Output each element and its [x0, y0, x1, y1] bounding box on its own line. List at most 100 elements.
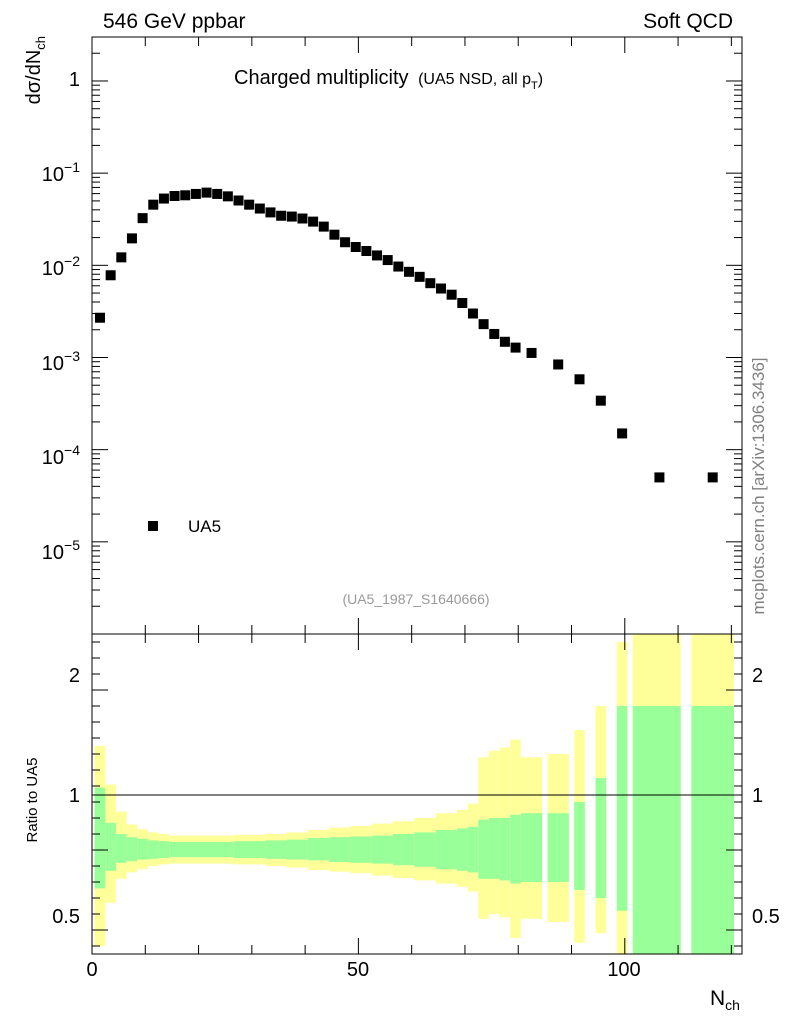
data-point-6 [158, 193, 169, 204]
ratio-inner-band-19 [467, 826, 479, 873]
data-point-11 [212, 188, 223, 199]
ratio-y-axis-label: Ratio to UA5 [24, 757, 41, 842]
data-point-26 [372, 250, 383, 261]
x-axis-label: Nch [710, 987, 740, 1013]
ratio-inner-band-14 [371, 835, 394, 864]
data-point-45 [654, 472, 665, 483]
data-point-17 [276, 210, 287, 221]
y-tick-label-1e-2: 10−2 [42, 253, 80, 280]
ratio-y-tick-labels-left: 2 1 0.5 [52, 665, 80, 928]
header-right-label: Soft QCD [643, 10, 733, 33]
data-point-7 [169, 191, 180, 202]
data-point-9 [190, 188, 201, 199]
data-point-42 [574, 374, 585, 385]
data-point-33 [446, 289, 457, 300]
side-credit: mcplots.cern.ch [arXiv:1306.3436] [749, 357, 768, 614]
analysis-id: (UA5_1987_S1640666) [342, 591, 489, 607]
ratio-inner-band-21 [488, 818, 500, 879]
plot-title-sub-suffix: ) [538, 71, 543, 88]
data-point-40 [526, 347, 537, 358]
ratio-y-tick-labels-right: 2 1 0.5 [752, 665, 780, 928]
data-point-0 [94, 312, 105, 323]
ratio-inner-band-17 [435, 830, 457, 870]
ratio-tick-right-2: 2 [752, 665, 763, 687]
data-point-22 [329, 229, 340, 240]
data-point-41 [553, 359, 564, 370]
legend-label: UA5 [188, 517, 221, 536]
ratio-plot-frame [91, 633, 743, 955]
data-point-28 [393, 261, 404, 272]
data-point-34 [457, 298, 468, 309]
data-point-16 [265, 207, 276, 218]
plot-title-main: Charged multiplicity [234, 67, 409, 89]
top-y-label-main: dσ/dN [23, 50, 45, 105]
ratio-inner-band-2 [115, 834, 127, 863]
data-point-15 [254, 203, 265, 214]
plot-title-sub: (UA5 NSD, all p [418, 71, 531, 88]
x-tick-label-100: 100 [607, 959, 640, 981]
ratio-inner-band-6 [158, 841, 170, 858]
ratio-inner-band-26 [574, 802, 585, 890]
ratio-tick-left-05: 0.5 [52, 906, 80, 928]
ratio-inner-band-23 [510, 814, 521, 884]
ratio-inner-band-30 [691, 706, 735, 954]
legend-marker [148, 521, 158, 531]
ratio-inner-band-3 [126, 837, 138, 862]
ratio-inner-band-16 [414, 832, 436, 867]
data-point-8 [180, 190, 191, 201]
ratio-inner-band-28 [616, 706, 628, 911]
ratio-inner-band-8 [233, 841, 266, 858]
data-point-43 [595, 395, 606, 406]
ratio-tick-right-05: 0.5 [752, 906, 780, 928]
y-tick-label-1e-3: 10−3 [42, 348, 80, 375]
y-tick-label-1e-4: 10−4 [42, 442, 80, 469]
ratio-inner-band-29 [632, 706, 681, 954]
ratio-inner-band-9 [265, 840, 287, 859]
x-tick-labels: 0 50 100 [86, 959, 640, 981]
data-point-3 [126, 233, 137, 244]
x-label-main: N [710, 987, 725, 1010]
data-point-19 [297, 213, 308, 224]
data-point-37 [489, 328, 500, 339]
data-point-30 [414, 271, 425, 282]
ratio-inner-band-12 [329, 837, 351, 862]
data-point-21 [318, 221, 329, 232]
data-point-18 [286, 211, 297, 222]
data-point-12 [222, 191, 233, 202]
ratio-inner-band-11 [307, 838, 330, 861]
top-plot-frame [91, 36, 743, 635]
ratio-inner-band-18 [456, 828, 468, 871]
data-point-29 [404, 266, 415, 277]
y-tick-label-1: 1 [69, 69, 80, 91]
ratio-band-group [94, 634, 735, 954]
x-tick-label-0: 0 [86, 959, 97, 981]
data-point-1 [105, 270, 116, 281]
data-point-25 [361, 246, 372, 257]
data-point-4 [137, 213, 148, 224]
data-point-2 [116, 252, 127, 263]
ratio-inner-band-27 [595, 778, 607, 898]
ratio-inner-band-13 [350, 836, 372, 863]
data-point-13 [233, 195, 244, 206]
data-point-44 [617, 428, 628, 439]
ratio-inner-band-24 [520, 813, 543, 882]
header-left-label: 546 GeV ppbar [103, 10, 245, 33]
data-point-10 [201, 187, 212, 198]
data-point-group [94, 187, 718, 483]
ratio-tick-left-1: 1 [69, 785, 80, 807]
ratio-tick-left-2: 2 [69, 665, 80, 687]
ratio-inner-band-25 [547, 813, 569, 882]
top-y-label-sub: ch [33, 36, 48, 50]
data-point-39 [510, 342, 521, 353]
ratio-inner-band-7 [169, 842, 234, 858]
ratio-inner-band-22 [499, 818, 511, 881]
ratio-inner-band-10 [286, 839, 308, 860]
ratio-inner-band-20 [478, 819, 489, 879]
data-point-35 [467, 308, 478, 319]
y-tick-label-1e-5: 10−5 [42, 537, 80, 564]
ratio-inner-band-15 [393, 834, 415, 866]
data-point-20 [308, 216, 319, 227]
top-y-tick-labels: 1 10−1 10−2 10−3 10−4 10−5 [42, 69, 80, 564]
top-y-axis-label: dσ/dNch [23, 36, 48, 104]
